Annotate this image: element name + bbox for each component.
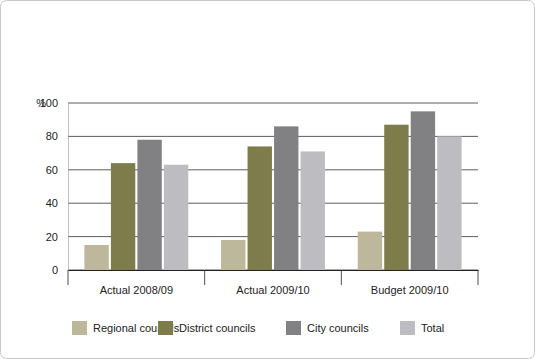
separators [68, 270, 478, 285]
y-axis: 020406080100 [40, 97, 69, 276]
bar [111, 163, 135, 270]
axis-line [69, 270, 479, 271]
legend-swatch [400, 321, 415, 335]
tick: 80 [46, 130, 68, 142]
separator [478, 270, 479, 285]
tick-label: 80 [46, 130, 58, 142]
bar [164, 165, 188, 270]
tick-label: 0 [52, 264, 58, 276]
tick-label: Budget 2009/10 [371, 284, 449, 296]
bar [301, 151, 325, 270]
separator [204, 270, 205, 285]
axis-line [68, 104, 69, 271]
legend: Regional councilsDistrict councils City c… [72, 321, 444, 335]
tick-label: 40 [46, 197, 58, 209]
tick: 0 [52, 264, 68, 276]
legend-item: Total [400, 321, 444, 335]
bar [274, 126, 298, 270]
bar [248, 146, 272, 270]
separator [341, 270, 342, 285]
bar [137, 140, 161, 270]
plot: 020406080100Actual 2008/09Actual 2009/10… [40, 97, 479, 296]
legend-label: City councils [307, 322, 369, 334]
axis-title: % [36, 97, 46, 109]
frame [1, 1, 535, 359]
tick: Actual 2008/09 [100, 270, 173, 296]
tick: Actual 2009/10 [236, 270, 309, 296]
legend-label: Total [421, 322, 444, 334]
legend-swatch [158, 321, 173, 335]
tick-label: Actual 2009/10 [236, 284, 309, 296]
legend-swatch [72, 321, 87, 335]
legend-swatch [286, 321, 301, 335]
chart: 020406080100Actual 2008/09Actual 2009/10… [0, 0, 535, 359]
tick: 20 [46, 231, 68, 243]
tick-label: 20 [46, 231, 58, 243]
bar [358, 232, 382, 270]
separator [68, 270, 69, 285]
legend-label: District councils [179, 322, 256, 334]
bar [411, 111, 435, 270]
legend-item: District councils [158, 321, 256, 335]
tick: 60 [46, 164, 68, 176]
bar [384, 125, 408, 270]
grid-line [68, 103, 478, 104]
x-axis: Actual 2008/09 Actual 2009/10 Budget 2009/… [68, 270, 479, 296]
tick: 40 [46, 197, 68, 209]
legend-item: Regional councils [72, 321, 180, 335]
legend-item: City councils [286, 321, 369, 335]
bar [221, 240, 245, 270]
tick: Budget 2009/10 [371, 270, 449, 296]
bars [84, 111, 461, 270]
tick-label: Actual 2008/09 [100, 284, 173, 296]
tick-label: 60 [46, 164, 58, 176]
bar [84, 245, 108, 270]
bar [437, 136, 461, 270]
grid [68, 103, 478, 270]
